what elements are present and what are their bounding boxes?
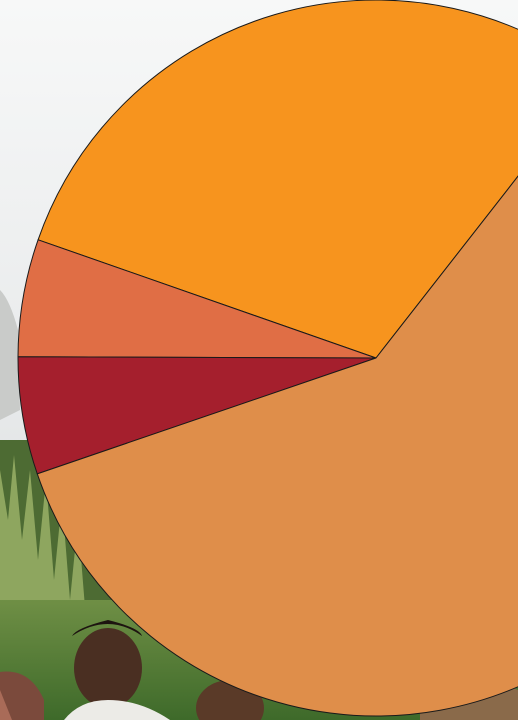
pie-slices	[17, 0, 518, 717]
grey-rock	[0, 290, 20, 420]
child-left	[64, 620, 170, 720]
pie-slice-1	[37, 0, 518, 359]
person-left-edge	[0, 671, 44, 720]
pie-slice-4	[36, 175, 518, 717]
tall-grass	[0, 455, 100, 640]
